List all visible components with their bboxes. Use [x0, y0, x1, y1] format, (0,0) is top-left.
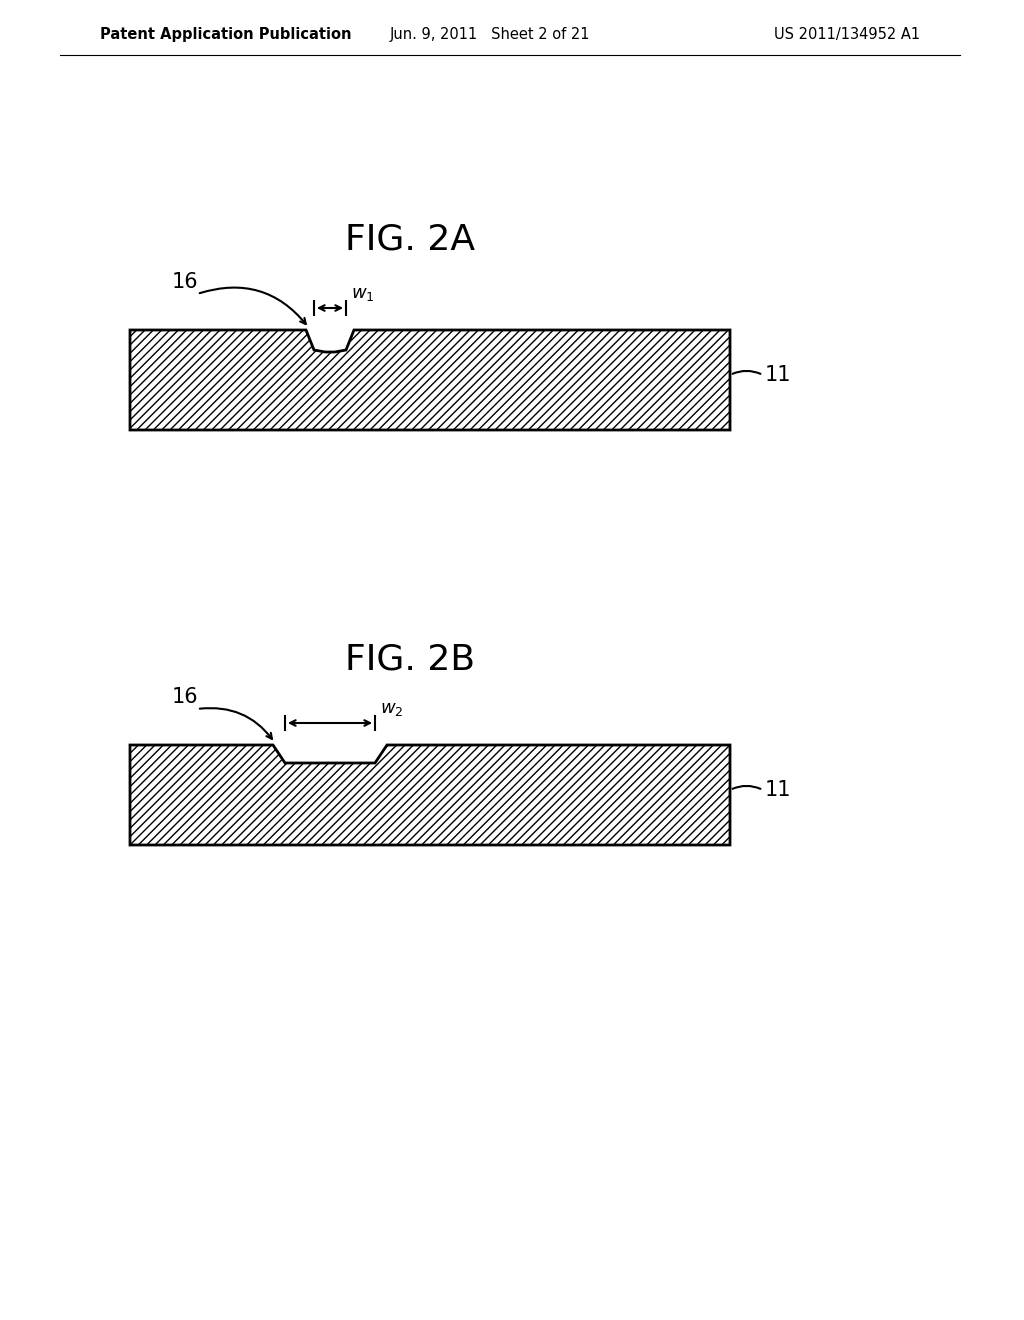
Text: 16: 16: [172, 272, 199, 292]
Text: Jun. 9, 2011   Sheet 2 of 21: Jun. 9, 2011 Sheet 2 of 21: [390, 28, 590, 42]
Text: Patent Application Publication: Patent Application Publication: [100, 28, 351, 42]
Text: 11: 11: [765, 366, 792, 385]
Polygon shape: [130, 330, 730, 430]
Text: FIG. 2A: FIG. 2A: [345, 223, 475, 257]
Polygon shape: [130, 744, 730, 845]
Text: 11: 11: [765, 780, 792, 800]
Text: FIG. 2B: FIG. 2B: [345, 643, 475, 677]
Text: 16: 16: [172, 686, 199, 708]
Text: $w_1$: $w_1$: [351, 285, 375, 304]
Text: $w_2$: $w_2$: [380, 700, 403, 718]
Text: US 2011/134952 A1: US 2011/134952 A1: [774, 28, 920, 42]
